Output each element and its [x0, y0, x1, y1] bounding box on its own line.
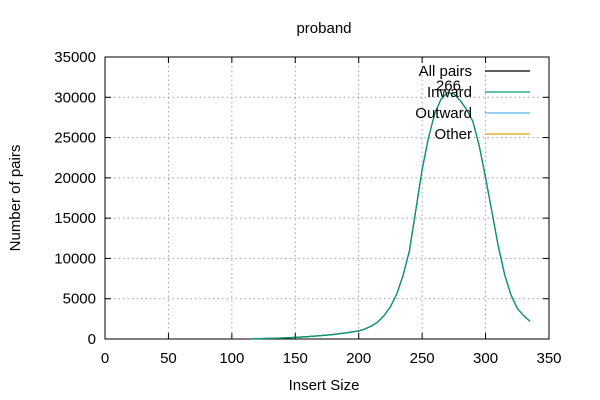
y-tick-label: 35000	[54, 49, 96, 66]
x-tick-label: 150	[283, 350, 308, 367]
plot-frame	[104, 56, 550, 340]
x-axis-label: Insert Size	[289, 377, 360, 394]
x-tick-label: 100	[219, 350, 244, 367]
series-line-all-pairs	[250, 91, 531, 340]
axis-ticks: 0 50 100 150 200 250 300 350 0 5000 10000 15000 2000…	[54, 49, 561, 367]
x-tick-label: 250	[410, 350, 435, 367]
x-tick-label: 0	[101, 350, 109, 367]
legend-label: All pairs	[419, 63, 472, 80]
series-line-inward	[250, 91, 531, 340]
legend: All pairs Inward Outward Other	[415, 63, 530, 143]
y-tick-label: 5000	[63, 291, 96, 308]
y-tick-label: 10000	[54, 250, 96, 267]
x-tick-label: 350	[536, 350, 561, 367]
peak-label: 266	[436, 78, 461, 95]
y-tick-label: 15000	[54, 210, 96, 227]
grid-lines	[105, 57, 549, 339]
x-tick-label: 200	[346, 350, 371, 367]
y-tick-label: 25000	[54, 130, 96, 147]
y-tick-label: 20000	[54, 170, 96, 187]
legend-label: Inward	[427, 84, 472, 101]
y-axis-label: Number of pairs	[7, 145, 24, 252]
x-tick-label: 50	[160, 350, 177, 367]
series-lines	[250, 91, 531, 340]
y-tick-label: 30000	[54, 89, 96, 106]
legend-label: Other	[434, 126, 472, 143]
x-tick-label: 300	[473, 350, 498, 367]
legend-label: Outward	[415, 105, 472, 122]
chart-title: proband	[296, 20, 351, 37]
y-tick-label: 0	[88, 331, 96, 348]
